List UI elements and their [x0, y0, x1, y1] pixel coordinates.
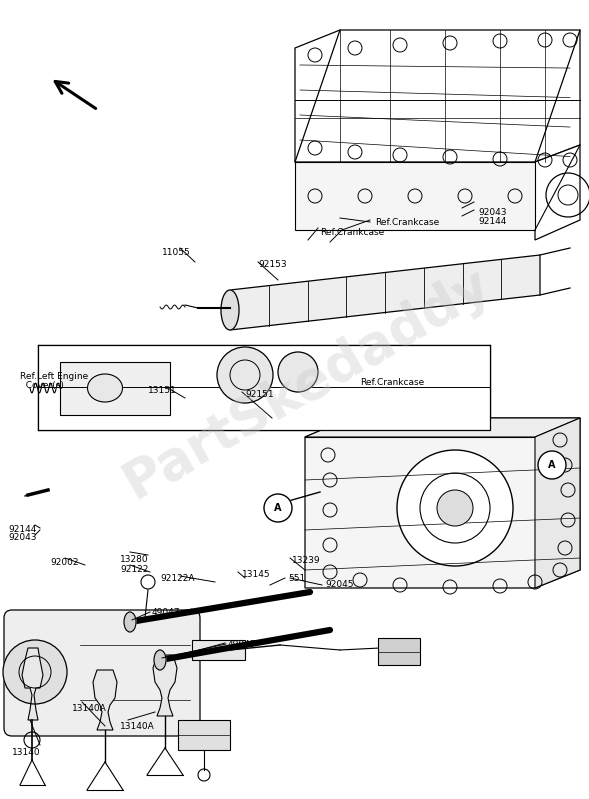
Text: 13151: 13151: [148, 386, 177, 395]
Polygon shape: [280, 498, 290, 512]
Text: 92144: 92144: [8, 525, 37, 534]
Polygon shape: [60, 362, 170, 415]
Text: 92153: 92153: [258, 260, 287, 269]
Text: 551: 551: [288, 574, 305, 583]
Polygon shape: [378, 638, 420, 665]
Text: 13145: 13145: [242, 570, 270, 579]
Text: Ref.Crankcase: Ref.Crankcase: [360, 378, 424, 387]
Polygon shape: [305, 418, 580, 437]
FancyBboxPatch shape: [4, 610, 200, 736]
Text: 11055: 11055: [162, 248, 191, 257]
Circle shape: [437, 490, 473, 526]
Polygon shape: [153, 655, 177, 716]
Text: 13280: 13280: [120, 555, 148, 564]
Text: Cover(s): Cover(s): [20, 381, 64, 390]
Text: 92122A: 92122A: [160, 574, 194, 583]
Circle shape: [538, 451, 566, 479]
Text: PartSkedaddy: PartSkedaddy: [114, 257, 499, 510]
Polygon shape: [295, 162, 535, 230]
Polygon shape: [230, 255, 540, 330]
Text: Ref.Crankcase: Ref.Crankcase: [320, 228, 384, 237]
Text: 92151: 92151: [245, 390, 274, 399]
Text: A: A: [274, 503, 282, 513]
Text: 13140A: 13140A: [120, 722, 155, 731]
Polygon shape: [38, 345, 490, 430]
Text: 92043: 92043: [478, 208, 507, 217]
Ellipse shape: [124, 612, 136, 632]
Polygon shape: [535, 145, 580, 240]
Text: A: A: [548, 460, 556, 470]
Circle shape: [3, 640, 67, 704]
Text: 13140: 13140: [12, 748, 41, 757]
Text: Ref.Left Engine: Ref.Left Engine: [20, 372, 88, 381]
Text: 92043: 92043: [8, 533, 37, 542]
Ellipse shape: [154, 650, 166, 670]
Circle shape: [217, 347, 273, 403]
Polygon shape: [93, 670, 117, 730]
Text: 92144: 92144: [478, 217, 507, 226]
Polygon shape: [22, 648, 43, 720]
Polygon shape: [192, 640, 245, 660]
Circle shape: [278, 352, 318, 392]
Circle shape: [264, 494, 292, 522]
Text: 13140A: 13140A: [72, 704, 107, 713]
Text: Ref.Crankcase: Ref.Crankcase: [375, 218, 439, 227]
Text: 49047: 49047: [228, 640, 256, 649]
Text: 13239: 13239: [292, 556, 320, 565]
Polygon shape: [178, 720, 230, 750]
Circle shape: [397, 450, 513, 566]
Text: 92122: 92122: [120, 565, 148, 574]
Text: 92045: 92045: [325, 580, 353, 589]
Polygon shape: [305, 418, 580, 588]
Polygon shape: [295, 30, 580, 162]
Text: 92002: 92002: [50, 558, 78, 567]
Ellipse shape: [88, 374, 123, 402]
Polygon shape: [535, 418, 580, 588]
Text: 49047: 49047: [152, 608, 180, 617]
Ellipse shape: [221, 290, 239, 330]
